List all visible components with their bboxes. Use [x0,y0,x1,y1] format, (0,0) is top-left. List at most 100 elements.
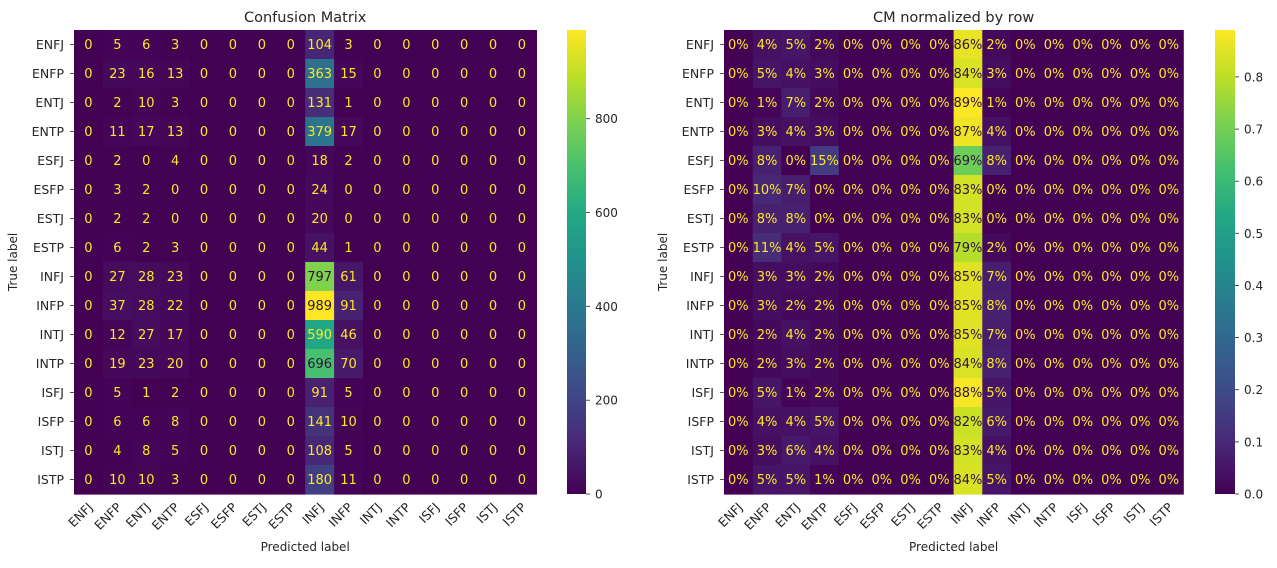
cell-value-label: 11% [753,241,782,256]
heatmap-cell [420,88,451,118]
cell-value-label: 5 [171,444,179,459]
cell-value-label: 82% [953,415,982,430]
heatmap-cell [982,262,1012,292]
y-tick-label: ISTJ [691,443,714,458]
y-tick-label: ISFP [688,414,715,429]
cell-value-label: 0 [402,212,410,227]
heatmap-cell [305,146,335,176]
cell-value-label: 17 [340,125,357,140]
cell-value-label: 0% [1044,357,1065,372]
cell-value-label: 0% [728,38,749,53]
heatmap-cell [781,175,811,205]
colorbar-tick-label: 0.1 [1244,435,1263,449]
y-axis-label: True label [6,233,20,292]
cell-value-label: 8% [986,357,1007,372]
heatmap-cell [781,262,811,292]
cell-value-label: 0% [728,154,749,169]
cell-value-label: 0 [489,299,497,314]
heatmap-cell [896,349,926,379]
y-tick-label: ESFJ [687,153,714,168]
cell-value-label: 28 [138,299,155,314]
colorbar-tick-label: 800 [595,112,618,126]
cell-value-label: 5% [785,38,806,53]
cell-value-label: 8% [757,154,778,169]
heatmap-cell [838,30,869,60]
heatmap-cell [305,204,335,234]
heatmap-cell [724,291,754,321]
heatmap-cell [102,291,133,321]
heatmap-cell [752,30,782,60]
heatmap-cell [247,88,277,118]
heatmap-cell [218,407,248,437]
heatmap-cell [305,407,335,437]
heatmap-cell [449,146,480,176]
heatmap-cell [1011,146,1041,176]
heatmap-cell [74,436,104,466]
heatmap-cell [160,320,191,350]
cell-value-label: 0 [518,183,526,198]
heatmap-cell [781,88,811,118]
cell-value-label: 84% [953,357,982,372]
heatmap-cell [334,436,364,466]
heatmap-cell [1125,349,1156,379]
cell-value-label: 0 [431,67,439,82]
cell-value-label: 0% [929,125,950,140]
cell-value-label: 0 [287,328,295,343]
cell-value-label: 0% [1015,270,1036,285]
heatmap-cell [924,59,955,89]
cell-value-label: 4% [986,444,1007,459]
heatmap-cell [838,146,869,176]
y-tick-label: INFP [686,298,714,313]
cell-value-label: 0 [431,386,439,401]
cell-value-label: 0 [171,183,179,198]
cell-value-label: 0% [1130,328,1151,343]
heatmap-cell [507,59,537,89]
heatmap-cell [334,349,364,379]
heatmap-cell [247,436,277,466]
heatmap-cell [867,175,897,205]
cell-value-label: 0% [1101,415,1122,430]
cell-value-label: 2 [113,154,121,169]
heatmap-cell [781,407,811,437]
heatmap-cell [1011,117,1041,147]
y-tick-label: ENFJ [686,37,714,52]
cell-value-label: 696 [307,357,332,372]
heatmap-cell [160,204,191,234]
heatmap-cell [953,378,983,408]
heatmap-cell [247,465,277,495]
cell-value-label: 20 [167,357,184,372]
cell-value-label: 0% [929,183,950,198]
heatmap-cell [838,175,869,205]
cell-value-label: 0 [431,183,439,198]
cell-value-label: 0% [1072,38,1093,53]
cell-value-label: 0% [728,125,749,140]
heatmap-cell [810,407,840,437]
cell-value-label: 0 [431,415,439,430]
heatmap-cell [391,175,422,205]
heatmap-cell [781,465,811,495]
heatmap-cell [218,30,248,60]
cell-value-label: 2 [142,212,150,227]
heatmap-cell [982,117,1012,147]
cell-value-label: 0 [431,212,439,227]
y-tick-label: INTJ [40,327,64,342]
cell-value-label: 0 [460,270,468,285]
heatmap-cell [838,59,869,89]
cell-value-label: 0% [785,154,806,169]
heatmap-cell [160,146,191,176]
cell-value-label: 83% [953,444,982,459]
cell-value-label: 0% [1072,415,1093,430]
cell-value-label: 0% [900,67,921,82]
cell-value-label: 0 [258,154,266,169]
heatmap-cell [420,349,451,379]
cell-value-label: 0 [229,212,237,227]
y-tick-label: INTP [686,356,715,371]
cell-value-label: 0 [373,67,381,82]
cell-value-label: 17 [138,125,155,140]
heatmap-cell [74,349,104,379]
cell-value-label: 0 [287,212,295,227]
heatmap-cell [247,262,277,292]
cell-value-label: 0 [460,241,468,256]
heatmap-cell [507,146,537,176]
